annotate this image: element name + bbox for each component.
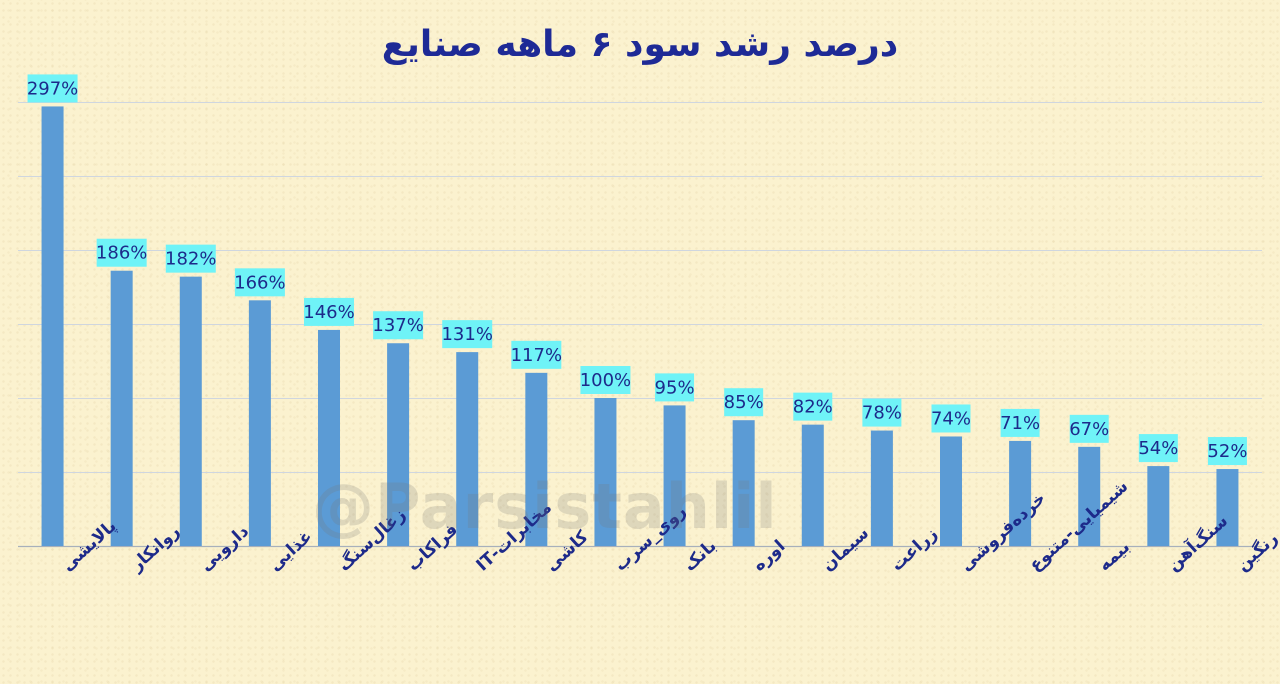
bar bbox=[594, 398, 617, 546]
data-label: 146% bbox=[303, 302, 354, 323]
category-label: سیمان bbox=[818, 523, 873, 575]
bar bbox=[663, 405, 686, 546]
data-label-box bbox=[234, 268, 285, 297]
category-label: غذایی bbox=[265, 527, 316, 576]
category-label: روانکار bbox=[126, 521, 184, 576]
bar bbox=[1216, 469, 1239, 546]
bar bbox=[248, 300, 271, 546]
chart-title: درصد رشد سود ۶ ماهه صنایع bbox=[381, 24, 899, 65]
data-label-box bbox=[724, 388, 764, 417]
bar bbox=[318, 329, 340, 546]
data-label: 182% bbox=[165, 249, 216, 270]
data-label-box bbox=[304, 297, 354, 326]
category-label: رنگین bbox=[1232, 528, 1280, 576]
data-label: 186% bbox=[96, 243, 147, 264]
data-label-box bbox=[511, 340, 562, 369]
bar bbox=[870, 430, 893, 546]
data-label: 297% bbox=[27, 78, 78, 99]
data-label-box bbox=[1069, 414, 1109, 443]
data-labels: 297% 186% 182% 166% 146% 137% 131% 117% 100% 95% 8… bbox=[27, 74, 1247, 466]
data-label: 82% bbox=[793, 397, 833, 418]
bar bbox=[41, 106, 64, 546]
data-label: 74% bbox=[931, 408, 971, 429]
bars bbox=[41, 106, 1239, 546]
data-label-box bbox=[165, 244, 216, 273]
bar bbox=[1009, 440, 1032, 546]
data-label: 71% bbox=[1000, 413, 1040, 434]
data-label-box bbox=[1207, 437, 1247, 466]
bar bbox=[110, 270, 133, 546]
data-label: 85% bbox=[724, 392, 764, 413]
gridlines bbox=[18, 102, 1262, 548]
data-label-box bbox=[580, 366, 631, 394]
data-label-box bbox=[373, 311, 424, 340]
data-label-box bbox=[862, 398, 902, 427]
data-label-box bbox=[931, 404, 971, 433]
bar bbox=[801, 424, 824, 546]
data-label: 117% bbox=[511, 345, 562, 366]
data-label: 166% bbox=[234, 272, 285, 293]
bar bbox=[1147, 466, 1170, 546]
bar bbox=[732, 420, 755, 546]
bar bbox=[387, 343, 410, 546]
data-label: 131% bbox=[441, 324, 492, 345]
bar bbox=[1078, 446, 1101, 546]
data-label: 67% bbox=[1069, 419, 1109, 440]
data-label-box bbox=[655, 373, 695, 402]
category-label: بیمه bbox=[1095, 537, 1134, 575]
data-label-box bbox=[96, 238, 147, 267]
data-label: 95% bbox=[655, 377, 695, 398]
data-label: 54% bbox=[1138, 438, 1178, 459]
bar bbox=[940, 436, 962, 546]
data-label-box bbox=[1138, 434, 1178, 463]
data-label-box bbox=[1000, 408, 1040, 437]
data-label: 100% bbox=[580, 370, 631, 391]
bar bbox=[525, 372, 548, 546]
data-label-box bbox=[793, 392, 833, 421]
category-label: دارویی bbox=[196, 521, 253, 575]
category-label: زراعت bbox=[887, 524, 941, 576]
data-label: 137% bbox=[372, 315, 423, 336]
bar bbox=[456, 352, 479, 546]
bar bbox=[179, 276, 202, 546]
data-label-box bbox=[27, 74, 78, 103]
data-label: 52% bbox=[1207, 441, 1247, 462]
data-label: 78% bbox=[862, 403, 902, 424]
watermark: @Parsistahlil bbox=[312, 470, 778, 543]
data-label-box bbox=[442, 320, 493, 349]
